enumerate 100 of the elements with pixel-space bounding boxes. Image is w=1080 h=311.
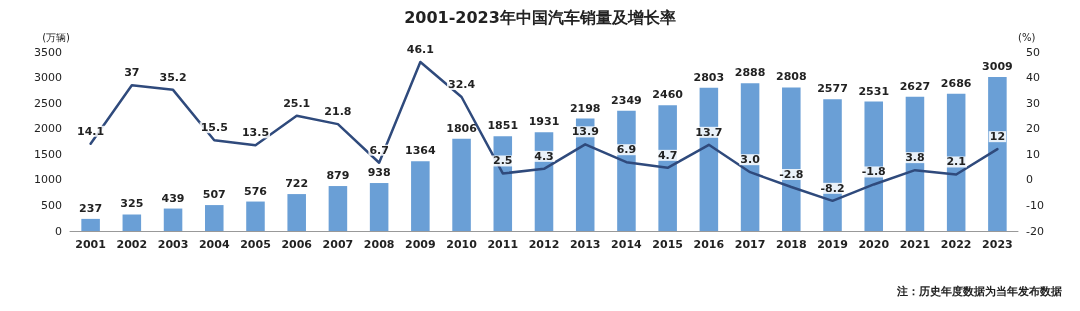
text: 注：历史年度数据为当年发布数据 xyxy=(896,285,1062,298)
y-tick-label: 2000 xyxy=(34,122,62,136)
bar xyxy=(452,138,471,231)
data-label: 2577 xyxy=(817,82,848,96)
data-label: 35.2 xyxy=(159,70,187,84)
bar xyxy=(823,99,842,231)
y2-tick-label: 40 xyxy=(1026,71,1040,85)
y2-tick-label: -20 xyxy=(1026,224,1044,238)
bar xyxy=(287,194,306,231)
data-label: 25.1 xyxy=(283,96,311,110)
data-label: 4.7 xyxy=(657,148,678,162)
data-label: 13.9 xyxy=(571,125,599,139)
data-label: 2.5 xyxy=(493,154,513,168)
data-label: 2888 xyxy=(734,66,766,80)
bar xyxy=(204,205,224,231)
y-tick-label: 0 xyxy=(55,224,62,238)
x-tick-label: 2008 xyxy=(363,238,395,251)
x-tick-label: 2022 xyxy=(940,238,972,251)
bar xyxy=(163,208,183,231)
bar xyxy=(864,101,884,231)
data-label: 2.1 xyxy=(946,155,966,169)
x-tick-label: 2017 xyxy=(734,238,766,251)
x-tick-label: 2020 xyxy=(858,238,890,251)
data-label: 938 xyxy=(367,166,391,180)
data-label: 237 xyxy=(79,201,103,215)
data-label: 1364 xyxy=(405,144,436,158)
data-label: 3.0 xyxy=(740,153,761,167)
data-label: -8.2 xyxy=(820,181,845,195)
data-label: 879 xyxy=(326,169,350,183)
data-label: 6.9 xyxy=(616,143,637,157)
bar xyxy=(658,105,677,231)
y-tick-label: 1500 xyxy=(34,147,62,161)
x-tick-label: 2015 xyxy=(652,238,683,251)
data-label: 2803 xyxy=(693,70,725,84)
x-tick-label: 2012 xyxy=(528,238,560,251)
bar xyxy=(988,77,1007,231)
x-tick-label: 2016 xyxy=(693,238,725,251)
data-label: 32.4 xyxy=(447,78,476,92)
data-label: 2627 xyxy=(899,79,931,93)
y2-tick-label: 0 xyxy=(1026,173,1033,187)
bar xyxy=(246,201,265,231)
data-label: 576 xyxy=(243,184,268,198)
y-tick-label: 500 xyxy=(41,198,62,212)
chart-title: 2001-2023年中国汽车销量及增长率 xyxy=(404,7,676,27)
y2-tick-label: 20 xyxy=(1026,122,1040,136)
data-label: 1806 xyxy=(446,121,478,135)
data-label: 2686 xyxy=(940,76,972,90)
data-label: 14.1 xyxy=(77,124,105,138)
data-label: 13.5 xyxy=(241,126,270,140)
data-label: -2.8 xyxy=(779,168,804,182)
data-label: 439 xyxy=(161,191,185,205)
data-label: 4.3 xyxy=(534,149,554,163)
data-label: 507 xyxy=(202,188,226,202)
y-tick-label: 2500 xyxy=(34,96,62,110)
bar xyxy=(122,214,142,231)
x-tick-label: 2011 xyxy=(487,238,519,251)
data-label: 1851 xyxy=(487,119,519,133)
x-tick-label: 2004 xyxy=(198,238,230,251)
y-tick-label: 1000 xyxy=(34,173,62,187)
data-label: 21.8 xyxy=(324,105,352,119)
x-tick-label: 2007 xyxy=(322,238,354,251)
data-label: 13.7 xyxy=(695,125,723,139)
x-tick-label: 2003 xyxy=(157,238,189,251)
x-tick-label: 2014 xyxy=(611,238,643,251)
data-label: 12 xyxy=(989,130,1006,144)
x-tick-label: 2006 xyxy=(281,238,313,251)
data-label: 46.1 xyxy=(406,42,434,56)
data-label: 6.7 xyxy=(369,143,389,157)
data-label: 2531 xyxy=(858,84,890,98)
data-label: 325 xyxy=(120,197,144,211)
data-label: 2198 xyxy=(569,101,601,115)
bar xyxy=(411,161,430,231)
x-tick-label: 2002 xyxy=(116,238,148,251)
y-axis-title: (万辆) xyxy=(42,31,71,43)
y2-tick-label: 30 xyxy=(1026,96,1040,110)
y-tick-label: 3000 xyxy=(34,71,62,85)
bar xyxy=(81,218,100,231)
x-tick-label: 2013 xyxy=(569,238,601,251)
x-tick-label: 2009 xyxy=(405,238,436,251)
x-tick-label: 2005 xyxy=(240,238,271,251)
data-label: 2460 xyxy=(652,88,684,102)
data-label: 37 xyxy=(124,66,140,80)
x-tick-label: 2018 xyxy=(775,238,807,251)
bar xyxy=(369,183,389,231)
y2-tick-label: 50 xyxy=(1026,45,1040,59)
x-tick-label: 2023 xyxy=(982,238,1013,251)
x-tick-label: 2001 xyxy=(75,238,106,251)
x-tick-label: 2010 xyxy=(446,238,478,251)
data-label: 15.5 xyxy=(200,121,228,135)
bar xyxy=(617,110,636,231)
y-tick-label: 3500 xyxy=(34,45,62,59)
data-label: 2349 xyxy=(611,93,642,107)
y2-tick-label: 10 xyxy=(1026,147,1040,161)
x-tick-label: 2021 xyxy=(899,238,931,251)
data-label: 3009 xyxy=(982,60,1013,74)
bar xyxy=(328,186,348,231)
data-label: 2808 xyxy=(775,70,807,84)
y2-axis-title: (%) xyxy=(1018,31,1036,43)
data-label: 3.8 xyxy=(905,151,925,165)
y2-tick-label: -10 xyxy=(1026,198,1044,212)
